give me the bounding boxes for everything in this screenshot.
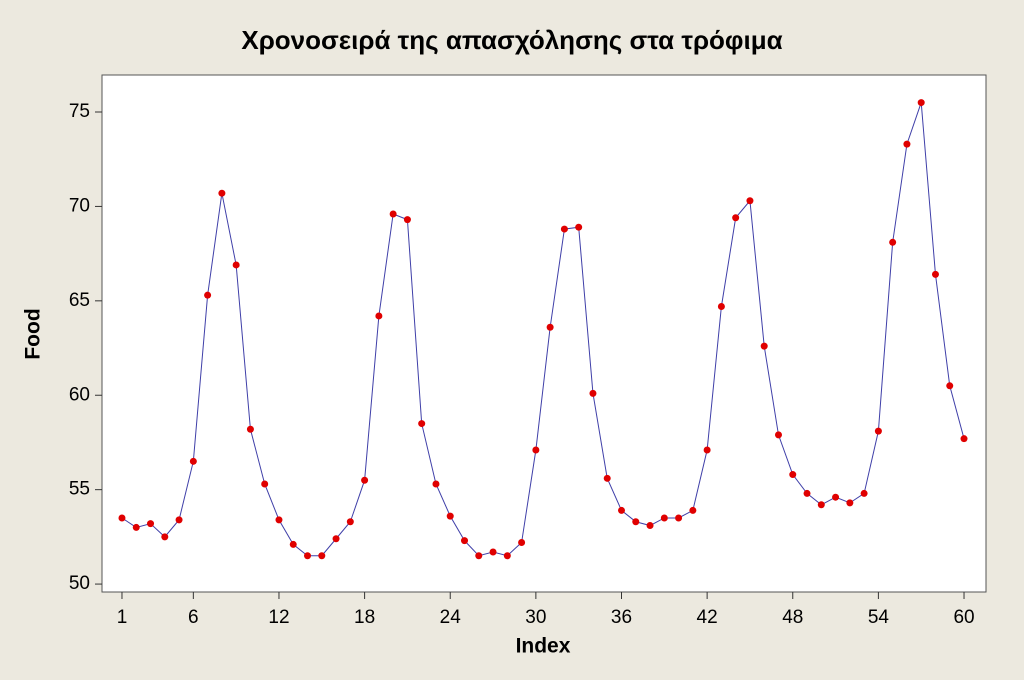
data-point	[817, 501, 825, 509]
data-point	[946, 382, 954, 390]
y-axis-label: Food	[22, 308, 45, 359]
data-point	[361, 476, 369, 484]
data-point	[461, 537, 469, 545]
data-point	[560, 225, 568, 233]
data-point	[874, 427, 882, 435]
data-point	[275, 516, 283, 524]
x-tick-label: 48	[782, 607, 803, 628]
x-tick-label: 12	[268, 607, 289, 628]
x-tick-label: 60	[953, 607, 974, 628]
x-tick-label: 36	[611, 607, 632, 628]
data-point	[703, 446, 711, 454]
x-tick-label: 54	[868, 607, 890, 628]
data-point	[403, 216, 411, 224]
data-point	[246, 425, 254, 433]
data-point	[218, 189, 226, 197]
data-point	[860, 489, 868, 497]
data-point	[432, 480, 440, 488]
data-point	[774, 431, 782, 439]
data-point	[518, 539, 526, 547]
data-point	[575, 223, 583, 231]
data-point	[846, 499, 854, 507]
data-point	[931, 270, 939, 278]
data-point	[746, 197, 754, 205]
data-point	[418, 420, 426, 428]
data-point	[332, 535, 340, 543]
data-point	[603, 474, 611, 482]
y-tick-label: 50	[69, 573, 90, 594]
data-point	[375, 312, 383, 320]
data-point	[389, 210, 397, 218]
data-point	[532, 446, 540, 454]
data-point	[346, 518, 354, 526]
data-point	[232, 261, 240, 269]
data-point	[917, 99, 925, 107]
x-tick-label: 1	[117, 607, 128, 628]
data-point	[632, 518, 640, 526]
data-point	[717, 302, 725, 310]
data-point	[960, 435, 968, 443]
data-point	[489, 548, 497, 556]
chart-title: Χρονοσειρά της απασχόλησης στα τρόφιμα	[241, 25, 782, 55]
data-point	[789, 471, 797, 479]
data-point	[503, 552, 511, 560]
data-point	[660, 514, 668, 522]
x-tick-label: 30	[525, 607, 546, 628]
y-tick-label: 70	[69, 195, 90, 216]
data-point	[132, 523, 140, 531]
data-point	[118, 514, 126, 522]
data-point	[189, 457, 197, 465]
data-point	[832, 493, 840, 501]
data-point	[147, 520, 155, 528]
data-point	[732, 214, 740, 222]
data-point	[204, 291, 212, 299]
y-tick-label: 75	[69, 101, 90, 122]
y-tick-label: 65	[69, 290, 90, 311]
data-point	[546, 323, 554, 331]
data-point	[889, 238, 897, 246]
data-point	[175, 516, 183, 524]
data-point	[617, 506, 625, 514]
data-point	[903, 140, 911, 148]
data-point	[689, 506, 697, 514]
data-point	[646, 522, 654, 530]
data-point	[318, 552, 326, 560]
data-point	[161, 533, 169, 541]
data-point	[803, 489, 811, 497]
data-point	[446, 512, 454, 520]
plot-area	[101, 74, 987, 593]
x-tick-label: 6	[188, 607, 199, 628]
x-axis-label: Index	[516, 635, 571, 658]
y-tick-label: 55	[69, 479, 90, 500]
data-point	[261, 480, 269, 488]
x-tick-label: 42	[697, 607, 718, 628]
x-tick-label: 24	[440, 607, 462, 628]
x-tick-label: 18	[354, 607, 375, 628]
data-point	[304, 552, 312, 560]
y-tick-label: 60	[69, 384, 90, 405]
data-point	[589, 389, 597, 397]
data-point	[289, 540, 297, 548]
data-point	[475, 552, 483, 560]
data-point	[760, 342, 768, 350]
data-point	[675, 514, 683, 522]
